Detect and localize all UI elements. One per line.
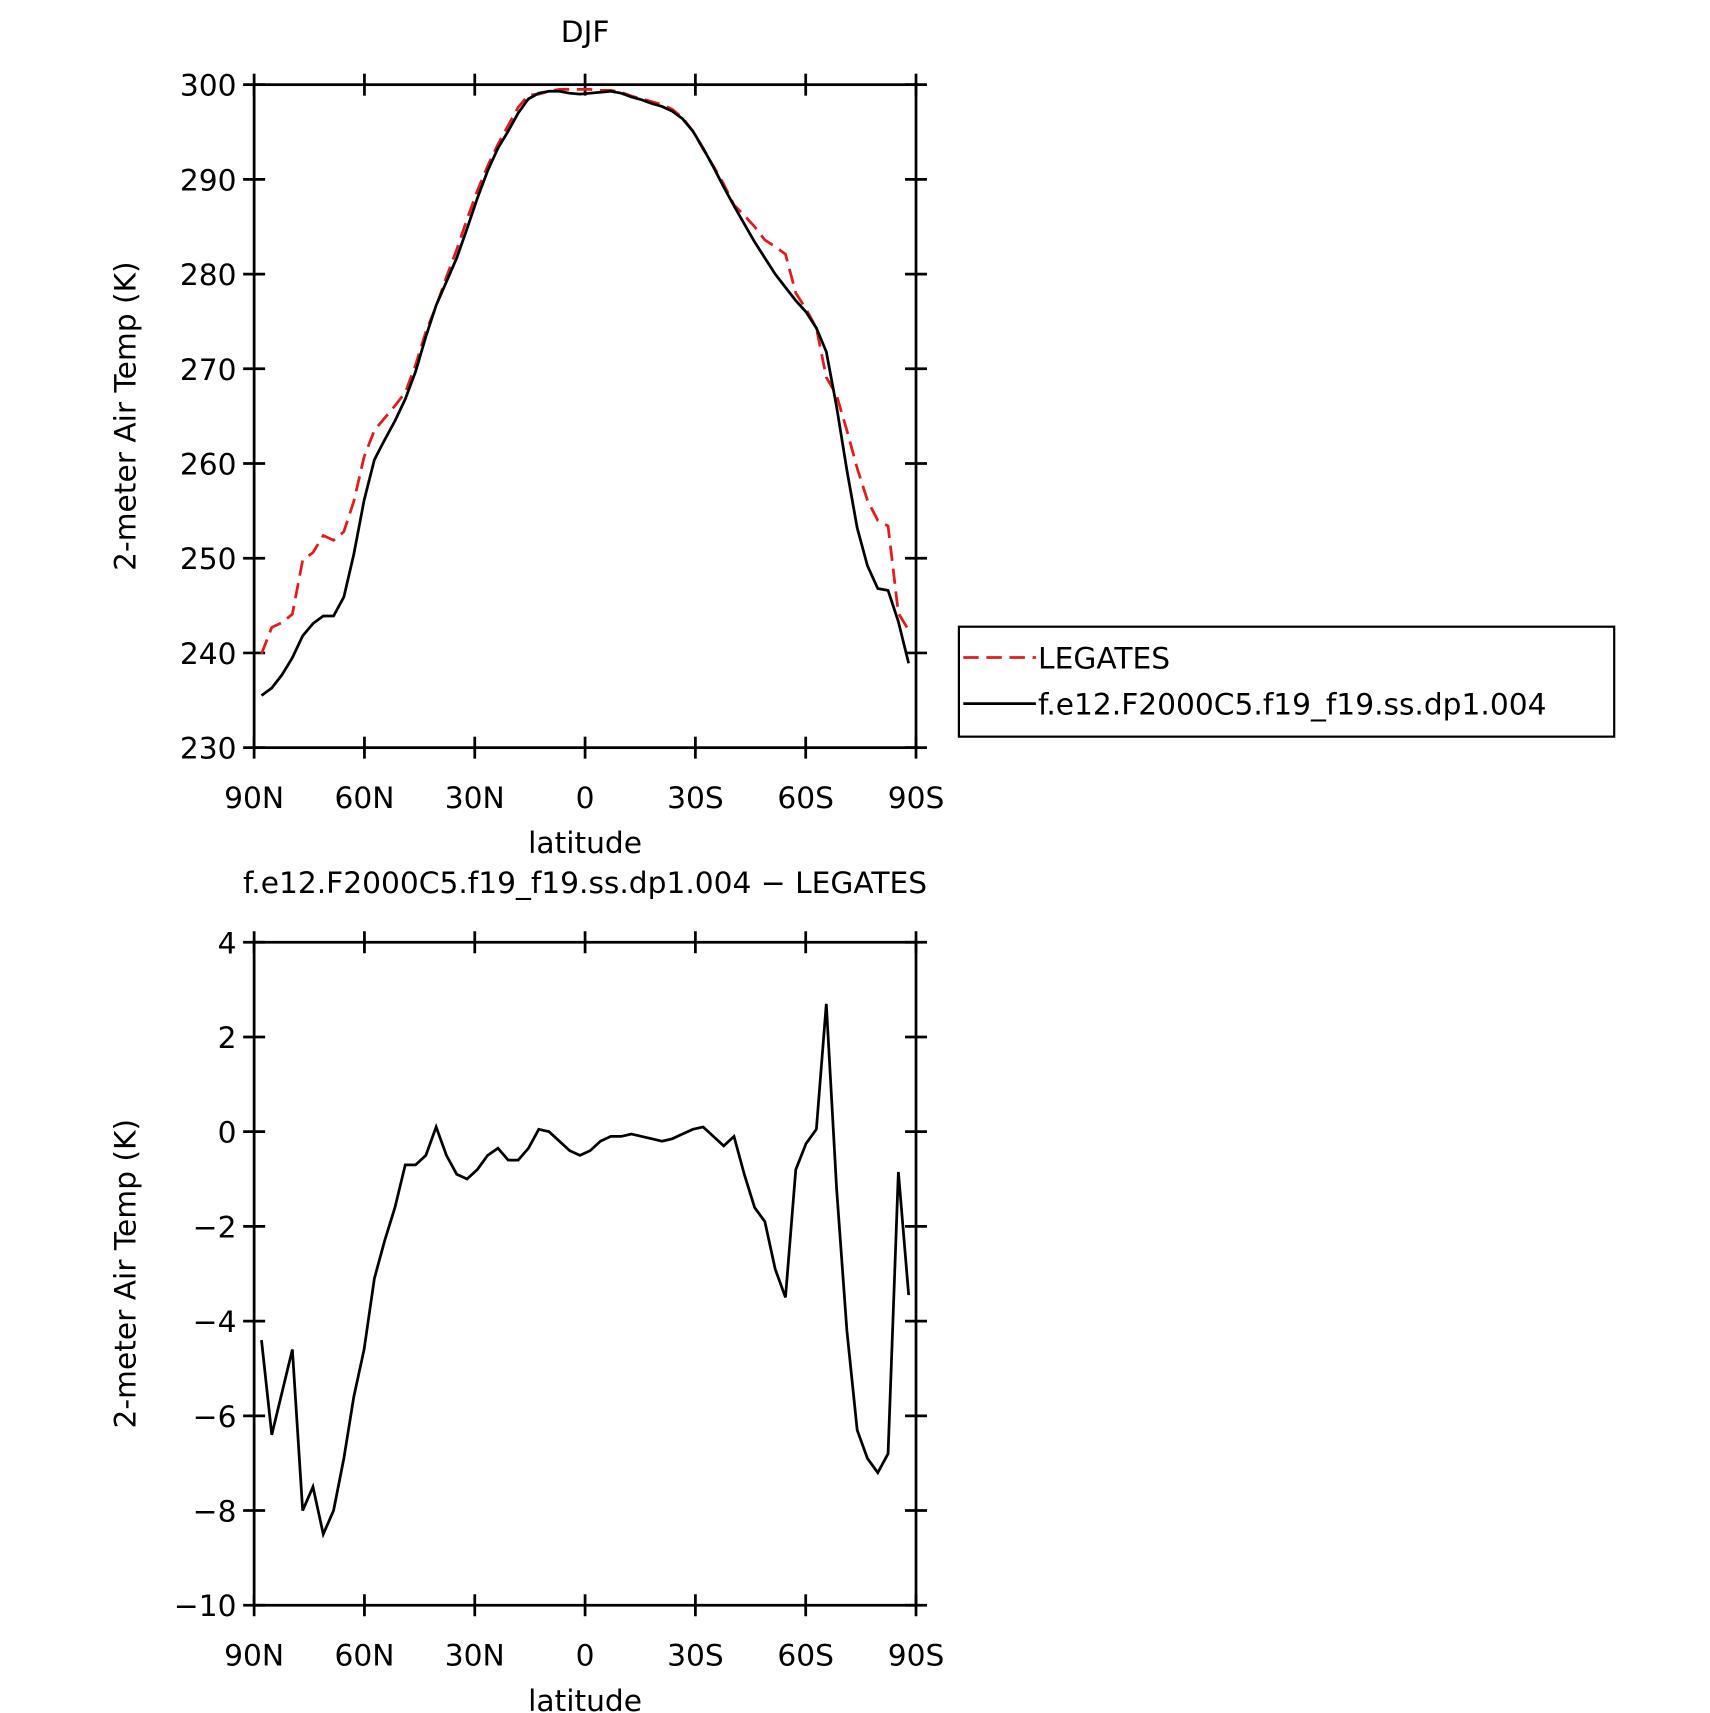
y-tick-label: −4 — [193, 1304, 237, 1339]
x-tick-label: 90N — [224, 1638, 284, 1673]
legend-label: LEGATES — [1038, 640, 1170, 675]
chart-title: f.e12.F2000C5.f19_f19.ss.dp1.004 − LEGAT… — [243, 865, 927, 900]
x-tick-label: 60S — [777, 780, 834, 815]
x-tick-label: 30N — [445, 1638, 505, 1673]
y-tick-label: 300 — [180, 68, 237, 103]
x-axis-label: latitude — [528, 1683, 642, 1713]
plot-frame — [252, 83, 918, 750]
y-tick-label: 0 — [218, 1115, 237, 1150]
x-tick-label: 0 — [576, 1638, 595, 1673]
data-line — [260, 89, 911, 697]
x-tick-label: 0 — [576, 780, 595, 815]
y-axis-label: 2-meter Air Temp (K) — [107, 261, 142, 571]
y-tick-label: 250 — [180, 541, 237, 576]
y-tick-label: 230 — [180, 731, 237, 766]
y-tick-label: 290 — [180, 162, 237, 197]
x-tick-label: 60N — [334, 1638, 394, 1673]
plot-frame — [252, 940, 918, 1607]
x-axis-label: latitude — [528, 825, 642, 860]
y-tick-label: −10 — [174, 1588, 237, 1623]
x-tick-label: 90S — [888, 780, 945, 815]
x-tick-label: 90N — [224, 780, 284, 815]
data-line — [260, 88, 910, 655]
x-tick-label: 30S — [667, 780, 724, 815]
x-tick-label: 30S — [667, 1638, 724, 1673]
y-tick-label: 240 — [180, 636, 237, 671]
x-tick-label: 60S — [777, 1638, 834, 1673]
x-tick-label: 60N — [334, 780, 394, 815]
y-tick-label: 260 — [180, 447, 237, 482]
y-tick-label: −6 — [193, 1399, 237, 1434]
y-tick-label: 280 — [180, 257, 237, 292]
y-tick-label: −8 — [193, 1494, 237, 1529]
y-tick-label: 270 — [180, 352, 237, 387]
legend-box — [957, 625, 1616, 738]
y-tick-label: −2 — [193, 1209, 237, 1244]
y-tick-label: 4 — [218, 925, 237, 960]
chart-title: DJF — [561, 14, 610, 49]
data-line — [260, 1003, 911, 1539]
legend-label: f.e12.F2000C5.f19_f19.ss.dp1.004 — [1038, 687, 1546, 722]
y-tick-label: 2 — [218, 1020, 237, 1055]
x-tick-label: 30N — [445, 780, 505, 815]
y-axis-label: 2-meter Air Temp (K) — [107, 1119, 142, 1429]
x-tick-label: 90S — [888, 1638, 945, 1673]
